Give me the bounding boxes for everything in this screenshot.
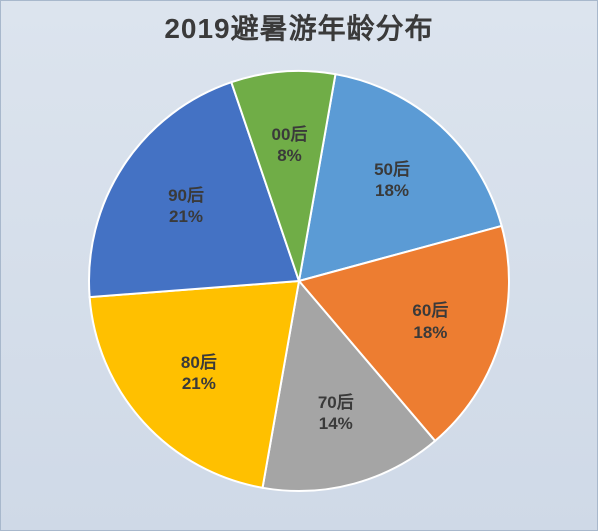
slice-name: 00后 — [272, 124, 308, 145]
chart-container: 2019避暑游年龄分布 50后18%60后18%70后14%80后21%90后2… — [0, 0, 598, 531]
slice-name: 60后 — [412, 300, 448, 321]
slice-percent: 21% — [181, 373, 217, 394]
slice-percent: 18% — [374, 180, 410, 201]
slice-label-80后: 80后21% — [181, 351, 217, 394]
slice-percent: 8% — [272, 145, 308, 166]
slice-name: 50后 — [374, 159, 410, 180]
slice-label-50后: 50后18% — [374, 159, 410, 202]
slice-percent: 21% — [168, 206, 204, 227]
slice-name: 90后 — [168, 185, 204, 206]
slice-name: 70后 — [318, 391, 354, 412]
slice-label-00后: 00后8% — [272, 124, 308, 167]
slice-percent: 14% — [318, 413, 354, 434]
slice-percent: 18% — [412, 321, 448, 342]
chart-title: 2019避暑游年龄分布 — [1, 7, 597, 47]
slice-name: 80后 — [181, 351, 217, 372]
slice-label-70后: 70后14% — [318, 391, 354, 434]
slice-label-90后: 90后21% — [168, 185, 204, 228]
slice-label-60后: 60后18% — [412, 300, 448, 343]
